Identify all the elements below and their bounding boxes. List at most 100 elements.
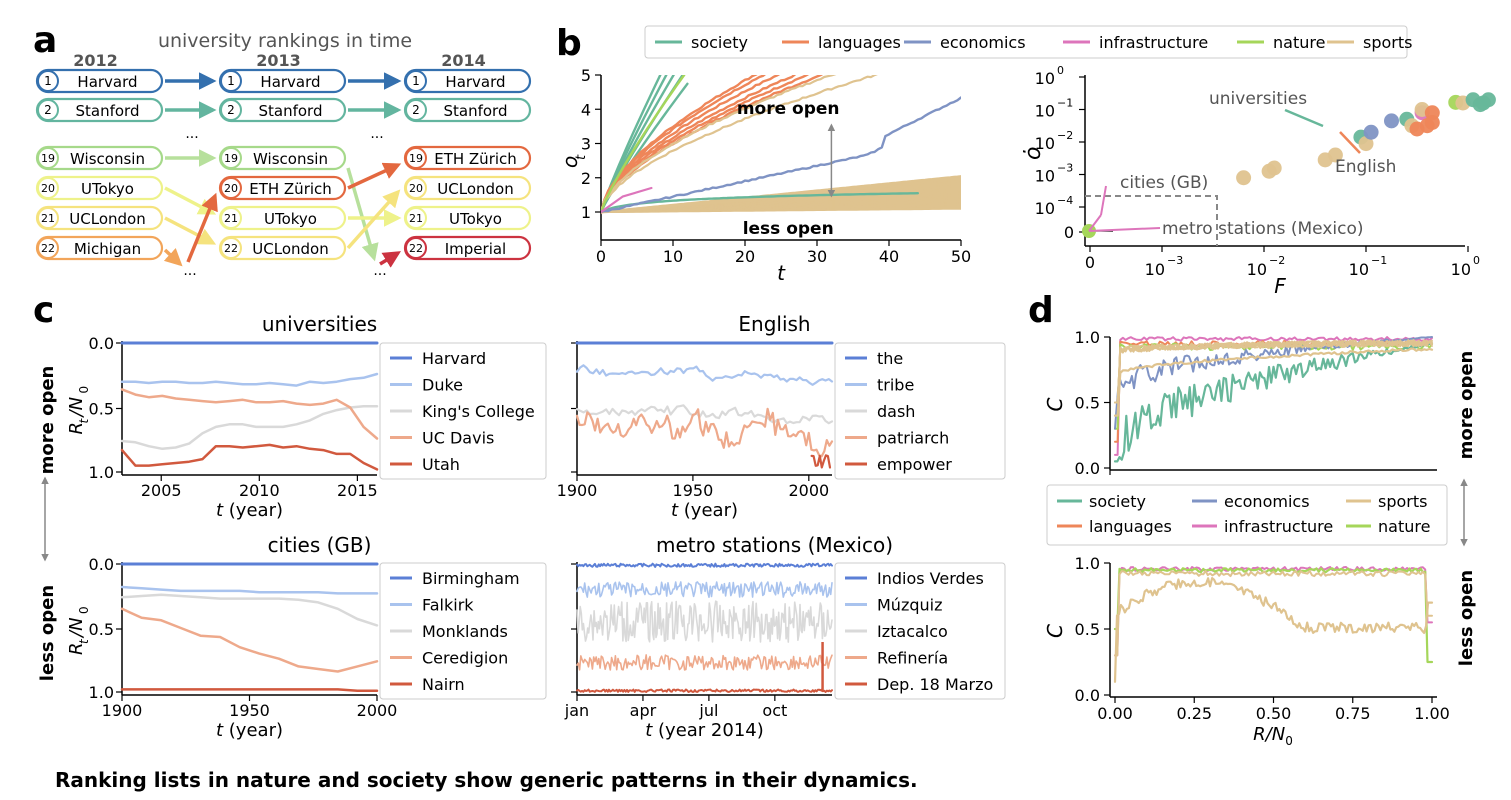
rank-number: 20 — [224, 182, 238, 195]
rank-entry: 1 Harvard — [218, 68, 347, 94]
tick-base: 10 — [1145, 260, 1165, 279]
series-line — [120, 443, 379, 471]
rank-arrow — [163, 248, 183, 267]
tick-label: 0 — [1085, 253, 1095, 272]
tick-label: 0 — [596, 247, 606, 266]
rank-number: 22 — [224, 242, 238, 255]
rank-entry: 20 UCLondon — [403, 175, 532, 201]
tick-label: 2000 — [788, 481, 829, 500]
rank-entry: 1 Harvard — [35, 68, 164, 94]
panel-c: c more open less open universities 0.0 0.5 1.0… — [33, 290, 1006, 741]
rank-arrow — [347, 162, 402, 190]
rank-circle — [37, 99, 59, 121]
y-label-den-sub: 0 — [77, 606, 91, 614]
series-line — [575, 407, 834, 458]
rank-circle — [37, 70, 59, 92]
legend-entry: empower — [877, 455, 952, 474]
series-line — [576, 654, 833, 671]
rank-circle — [37, 237, 59, 259]
tick-base: 10 — [1035, 69, 1055, 88]
tick-base: 10 — [1035, 102, 1055, 121]
tick-label: 0.0 — [89, 334, 114, 353]
rank-number: 1 — [412, 74, 420, 88]
x-label: t (year) — [671, 500, 738, 521]
tick-label: 0.0 — [1075, 459, 1100, 478]
figure-caption: Ranking lists in nature and society show… — [55, 768, 918, 792]
tick-base: 10 — [1451, 260, 1471, 279]
tick-label: 0.00 — [1097, 704, 1133, 723]
series-line — [1113, 347, 1434, 417]
tick-label: 30 — [807, 247, 827, 266]
university-name: UTokyo — [264, 210, 317, 228]
rank-entry: 22 UCLondon — [218, 235, 347, 261]
rank-circle — [405, 237, 427, 259]
series-line — [601, 75, 686, 214]
pointer — [1284, 108, 1324, 128]
legend-entry: languages — [1089, 517, 1172, 536]
data-point — [1424, 115, 1440, 130]
data-point — [1261, 163, 1277, 179]
series-line — [601, 75, 766, 215]
rank-circle — [220, 237, 242, 259]
series-line — [120, 404, 379, 451]
ellipsis: ... — [373, 263, 386, 279]
legend-entry: Iztacalco — [877, 622, 948, 641]
rank-entry: 21 UTokyo — [218, 205, 347, 231]
series-line — [576, 562, 833, 568]
data-point — [1384, 113, 1399, 129]
y-label-den: /N — [66, 397, 87, 419]
rank-number: 19 — [409, 152, 423, 165]
rank-entry: 21 UCLondon — [35, 205, 164, 231]
series-line — [1114, 336, 1433, 430]
tick-exp: −2 — [1057, 129, 1073, 142]
university-name: Stanford — [76, 102, 140, 120]
university-name: Stanford — [444, 102, 508, 120]
series-line — [601, 181, 961, 214]
rank-arrow — [346, 189, 401, 250]
rank-number: 2 — [412, 103, 420, 117]
rank-circle — [220, 147, 242, 169]
tick-label: 1.0 — [1075, 554, 1100, 573]
rank-circle — [220, 177, 242, 199]
subplot: 0.0 0.5 1.0 C — [1043, 554, 1437, 705]
series-line — [601, 191, 919, 214]
rank-circle — [37, 207, 59, 229]
year-label: 2014 — [441, 51, 486, 70]
university-name: UCLondon — [437, 180, 513, 198]
rank-number: 21 — [41, 212, 55, 225]
tick-exp: 0 — [1473, 254, 1480, 267]
legend-entry: dash — [877, 402, 915, 421]
legend-entry: Falkirk — [422, 596, 474, 615]
rank-number: 21 — [224, 212, 238, 225]
x-label: t — [777, 261, 786, 285]
tick-label: oct — [762, 701, 787, 720]
subplot-title: metro stations (Mexico) — [656, 533, 893, 557]
panel-a-title: university rankings in time — [158, 30, 412, 52]
rank-arrow — [164, 186, 217, 215]
rank-entry: 19 ETH Zürich — [403, 145, 532, 171]
series-line — [1113, 576, 1434, 683]
rank-number: 21 — [409, 212, 423, 225]
data-point — [1363, 124, 1379, 140]
y-label-main: C — [1043, 624, 1067, 638]
label-cities: cities (GB) — [1120, 173, 1208, 193]
x-label: R/N0 — [1253, 724, 1293, 748]
tick-label: jan — [564, 701, 589, 720]
legend-entry: society — [691, 33, 748, 52]
university-name: Harvard — [445, 73, 505, 91]
rank-circle — [220, 207, 242, 229]
series-line — [1114, 566, 1433, 657]
ellipsis: ... — [183, 263, 196, 279]
subplot: 0.0 0.5 1.0 C — [1043, 328, 1437, 478]
rank-circle — [37, 147, 59, 169]
university-name: Imperial — [445, 240, 506, 258]
side-more-open: more open — [37, 366, 58, 475]
university-name: UCLondon — [252, 240, 328, 258]
series-line — [810, 454, 832, 469]
series-line — [120, 593, 379, 627]
y-label: ot — [558, 154, 589, 168]
rank-number: 2 — [227, 103, 235, 117]
